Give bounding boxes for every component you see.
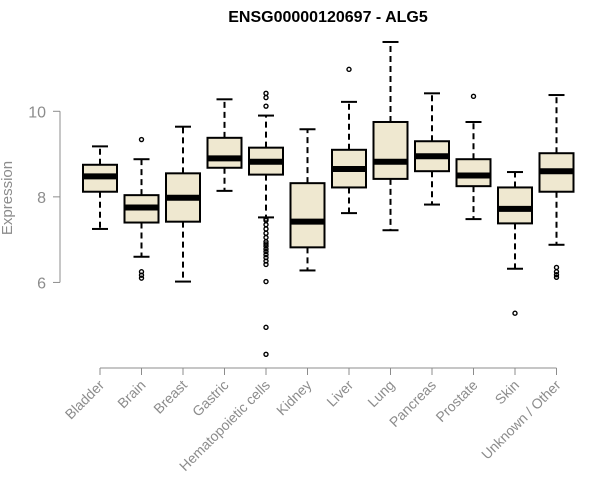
outlier-point (263, 90, 269, 97)
outlier-point (138, 275, 145, 281)
iqr-box (206, 136, 243, 169)
outlier-point (138, 136, 145, 143)
box-group (372, 40, 409, 232)
outlier-point (263, 94, 269, 101)
box-group (538, 94, 575, 280)
outlier-point (263, 261, 269, 268)
outlier-point (263, 324, 269, 331)
iqr-box (289, 182, 326, 249)
outlier-point (263, 226, 269, 232)
outlier-point (263, 243, 269, 249)
outlier-point (263, 351, 269, 358)
outlier-point (553, 264, 560, 271)
outlier-point (263, 248, 269, 255)
chart-title: ENSG00000120697 - ALG5 (228, 9, 428, 26)
y-axis-label: Expression (0, 161, 16, 235)
outlier-point (470, 93, 477, 100)
box-group (165, 125, 201, 283)
box-group (455, 93, 492, 221)
y-axis: 6 8 10 (28, 104, 61, 292)
outlier-point (263, 246, 269, 252)
y-tick-label: 6 (37, 275, 46, 292)
outlier-point (263, 278, 269, 285)
outlier-point (263, 230, 269, 236)
outlier-point (263, 221, 269, 228)
outlier-point (263, 217, 269, 224)
outlier-point (553, 269, 560, 275)
box-group (414, 92, 450, 206)
outlier-point (263, 103, 269, 109)
x-tick-label: Skin (492, 377, 523, 408)
x-tick-label: Brain (114, 377, 148, 411)
x-tick-label: Prostate (432, 377, 480, 425)
box-group (497, 171, 533, 316)
y-tick-label: 8 (37, 190, 46, 207)
x-tick-label: Liver (323, 377, 356, 410)
x-tick-label: Kidney (273, 377, 315, 419)
box-group (289, 128, 326, 272)
y-tick-label: 10 (28, 104, 46, 121)
outlier-point (263, 251, 269, 258)
outlier-point (553, 274, 560, 280)
box-group (206, 98, 243, 192)
outlier-point (138, 272, 145, 278)
box-group (331, 66, 367, 215)
iqr-box (497, 186, 533, 225)
box-group (82, 145, 118, 230)
x-tick-label: Bladder (62, 377, 108, 423)
iqr-box (372, 120, 409, 180)
outlier-point (263, 241, 269, 247)
box-group (123, 136, 160, 281)
box-series (82, 40, 575, 358)
box-group (248, 90, 284, 358)
outlier-point (346, 66, 352, 73)
outlier-point (263, 234, 269, 241)
x-tick-label: Unknown / Other (478, 377, 564, 463)
outlier-point (553, 272, 560, 278)
outlier-point (512, 310, 518, 316)
x-tick-label: Lung (364, 377, 397, 410)
x-tick-label: Breast (150, 377, 190, 417)
